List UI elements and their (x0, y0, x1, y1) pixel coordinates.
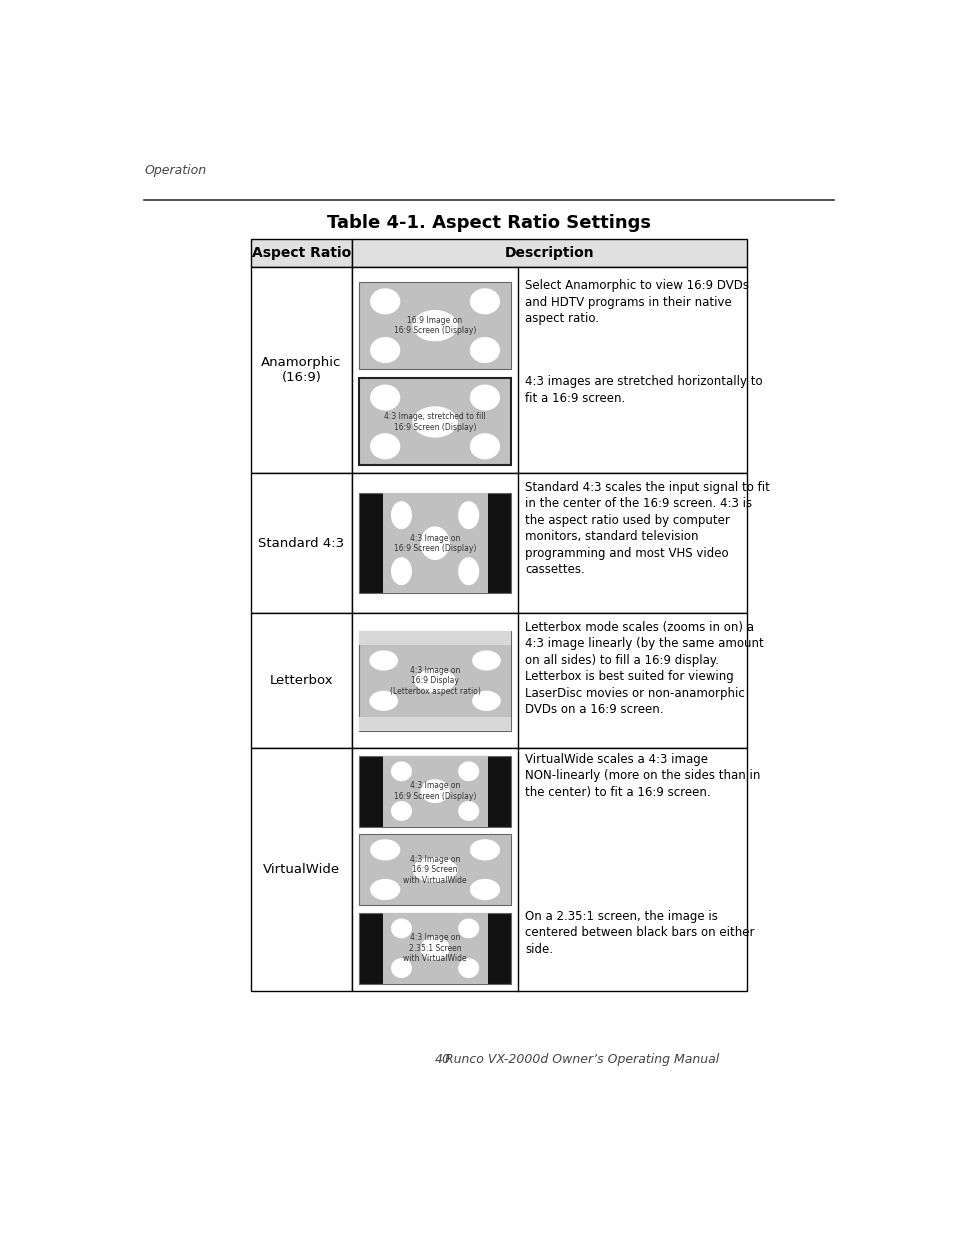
Text: Aspect Ratio: Aspect Ratio (252, 246, 351, 259)
Ellipse shape (469, 879, 499, 900)
Text: 40: 40 (434, 1052, 450, 1066)
Ellipse shape (457, 501, 478, 529)
Ellipse shape (472, 690, 500, 711)
Bar (251, 614, 352, 748)
Ellipse shape (457, 802, 478, 821)
Text: Standard 4:3: Standard 4:3 (258, 537, 344, 550)
Text: VirtualWide scales a 4:3 image
NON-linearly (more on the sides than in
the cente: VirtualWide scales a 4:3 image NON-linea… (525, 752, 760, 799)
Ellipse shape (370, 384, 400, 410)
Ellipse shape (391, 919, 412, 939)
Text: VirtualWide: VirtualWide (262, 863, 339, 876)
Ellipse shape (457, 762, 478, 782)
Bar (251, 748, 352, 992)
Ellipse shape (420, 779, 449, 803)
Ellipse shape (414, 669, 456, 692)
Text: Anamorphic
(16:9): Anamorphic (16:9) (261, 356, 341, 384)
Ellipse shape (370, 288, 400, 315)
Ellipse shape (370, 433, 400, 459)
Ellipse shape (412, 310, 457, 341)
Text: Letterbox: Letterbox (270, 674, 333, 687)
Bar (352, 473, 746, 614)
Text: 4:3 images are stretched horizontally to
fit a 16:9 screen.: 4:3 images are stretched horizontally to… (525, 375, 762, 405)
Text: 4:3 Image on
16:9 Screen
with VirtualWide: 4:3 Image on 16:9 Screen with VirtualWid… (403, 855, 466, 884)
Text: Select Anamorphic to view 16:9 DVDs
and HDTV programs in their native
aspect rat: Select Anamorphic to view 16:9 DVDs and … (525, 279, 748, 325)
Ellipse shape (391, 802, 412, 821)
Text: 4:3 Image on
16:9 Screen (Display): 4:3 Image on 16:9 Screen (Display) (394, 534, 476, 553)
Ellipse shape (391, 958, 412, 978)
Bar (359, 835, 510, 905)
Bar (251, 240, 352, 267)
Text: Operation: Operation (144, 163, 206, 177)
Ellipse shape (391, 557, 412, 585)
Bar (359, 913, 510, 983)
Bar (359, 631, 510, 731)
Ellipse shape (469, 337, 499, 363)
Bar (382, 493, 487, 593)
Text: Table 4-1. Aspect Ratio Settings: Table 4-1. Aspect Ratio Settings (327, 214, 650, 232)
Bar (251, 267, 352, 473)
Bar (359, 756, 510, 826)
Ellipse shape (457, 919, 478, 939)
Ellipse shape (469, 840, 499, 861)
Text: Letterbox mode scales (zooms in on) a
4:3 image linearly (by the same amount
on : Letterbox mode scales (zooms in on) a 4:… (525, 621, 763, 716)
Ellipse shape (370, 337, 400, 363)
Text: 4:3 Image on
16:9 Screen (Display): 4:3 Image on 16:9 Screen (Display) (394, 782, 476, 800)
Ellipse shape (420, 526, 449, 559)
Ellipse shape (472, 651, 500, 671)
Ellipse shape (469, 384, 499, 410)
Ellipse shape (369, 690, 397, 711)
Ellipse shape (391, 762, 412, 782)
Bar (251, 473, 352, 614)
Text: Description: Description (504, 246, 594, 259)
Text: On a 2.35:1 screen, the image is
centered between black bars on either
side.: On a 2.35:1 screen, the image is centere… (525, 910, 754, 956)
Text: Runco VX-2000d Owner’s Operating Manual: Runco VX-2000d Owner’s Operating Manual (444, 1052, 719, 1066)
Ellipse shape (369, 651, 397, 671)
Ellipse shape (469, 288, 499, 315)
Text: 16:9 Image on
16:9 Screen (Display): 16:9 Image on 16:9 Screen (Display) (394, 316, 476, 336)
Ellipse shape (412, 406, 457, 437)
Bar (359, 493, 510, 593)
Bar (382, 913, 487, 983)
Bar (359, 716, 510, 731)
Text: 4:3 Image on
2.35:1 Screen
with VirtualWide: 4:3 Image on 2.35:1 Screen with VirtualW… (403, 934, 466, 963)
Bar (352, 748, 746, 992)
Bar (359, 631, 510, 645)
Bar (352, 614, 746, 748)
Ellipse shape (420, 936, 449, 960)
Ellipse shape (370, 840, 400, 861)
Bar (359, 378, 510, 466)
Ellipse shape (457, 557, 478, 585)
Text: Standard 4:3 scales the input signal to fit
in the center of the 16:9 screen. 4:: Standard 4:3 scales the input signal to … (525, 480, 769, 577)
Ellipse shape (412, 857, 457, 883)
Ellipse shape (457, 958, 478, 978)
Bar (352, 267, 746, 473)
Text: 4:3 Image on
16:9 Display
(Letterbox aspect ratio): 4:3 Image on 16:9 Display (Letterbox asp… (389, 666, 480, 695)
Ellipse shape (391, 501, 412, 529)
Ellipse shape (469, 433, 499, 459)
Text: 4:3 Image, stretched to fill
16:9 Screen (Display): 4:3 Image, stretched to fill 16:9 Screen… (384, 412, 485, 432)
Ellipse shape (370, 879, 400, 900)
Bar (352, 240, 746, 267)
Bar (382, 756, 487, 826)
Bar (359, 282, 510, 369)
